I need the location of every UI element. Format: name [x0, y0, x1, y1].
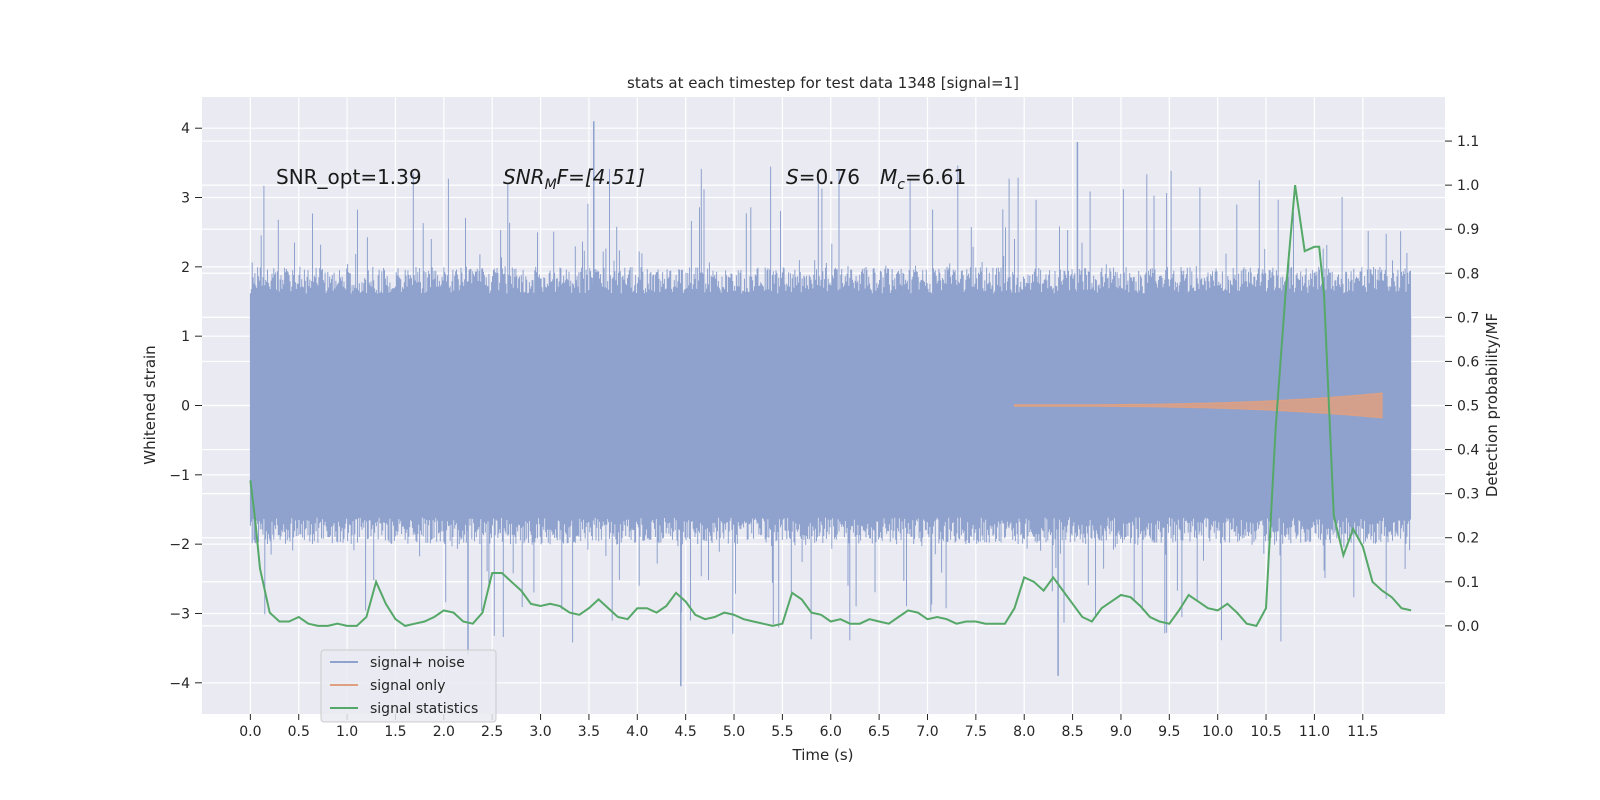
y-right-tick-label-4: 0.4 [1457, 443, 1479, 459]
x-tick-label-8: 4.0 [626, 724, 648, 740]
y-left-axis-label: Whitened strain [141, 345, 159, 464]
annotation-snr-mf: SNRMF=[4.51] [503, 165, 645, 193]
y-left-tick-label-5: 1 [181, 329, 190, 345]
y-right-tick-label-11: 1.1 [1457, 134, 1479, 150]
statistics-line [249, 184, 1412, 628]
legend: signal+ noise signal only signal statist… [320, 649, 497, 723]
x-axis-label: Time (s) [792, 746, 854, 764]
x-tick-label-11: 5.5 [771, 724, 793, 740]
y-right-tick-label-10: 1.0 [1457, 178, 1479, 194]
y-right-tick-label-2: 0.2 [1457, 531, 1479, 547]
y-left-tick-label-3: −1 [169, 468, 190, 484]
x-tick-label-18: 9.0 [1110, 724, 1132, 740]
annotation-mc: Mc=6.61 [880, 165, 966, 193]
x-tick-label-14: 7.0 [916, 724, 938, 740]
x-tick-label-17: 8.5 [1061, 724, 1083, 740]
x-tick-label-13: 6.5 [868, 724, 890, 740]
y-left-tick-label-8: 4 [181, 121, 190, 137]
y-left-tick-label-2: −2 [169, 537, 190, 553]
x-tick-label-20: 10.0 [1202, 724, 1233, 740]
s-main: S [786, 165, 799, 189]
annotation-s: S=0.76 [786, 165, 860, 189]
legend-box [320, 649, 497, 723]
y-right-tick-label-5: 0.5 [1457, 399, 1479, 415]
y-right-tick-label-6: 0.6 [1457, 354, 1479, 370]
x-tick-label-15: 7.5 [965, 724, 987, 740]
snr-mf-main: SNR [503, 165, 545, 189]
legend-label-signal-statistics: signal statistics [370, 701, 478, 717]
mc-rest: =6.61 [905, 165, 966, 189]
y-left-tick-label-1: −3 [169, 606, 190, 622]
mc-main: M [880, 165, 897, 189]
y-right-tick-label-3: 0.3 [1457, 487, 1479, 503]
y-right-axis-label: Detection probability/MF [1483, 313, 1501, 497]
y-right-tick-label-8: 0.8 [1457, 266, 1479, 282]
x-tick-label-4: 2.0 [433, 724, 455, 740]
snr-mf-rest: F=[4.51] [557, 165, 645, 189]
x-tick-label-1: 0.5 [288, 724, 310, 740]
y-right-tick-label-1: 0.1 [1457, 575, 1479, 591]
y-left-tick-label-6: 2 [181, 260, 190, 276]
snr-mf-sub: M [545, 177, 557, 193]
x-tick-label-10: 5.0 [723, 724, 745, 740]
x-tick-label-12: 6.0 [820, 724, 842, 740]
x-tick-label-2: 1.0 [336, 724, 358, 740]
y-left-tick-label-7: 3 [181, 191, 190, 207]
x-tick-label-21: 10.5 [1250, 724, 1281, 740]
x-tick-label-16: 8.0 [1013, 724, 1035, 740]
mc-sub: c [897, 177, 905, 193]
x-tick-label-23: 11.5 [1347, 724, 1378, 740]
annotation-snr-opt: SNR_opt=1.39 [276, 165, 422, 189]
signal-only-trace [1014, 392, 1383, 419]
x-tick-label-22: 11.0 [1299, 724, 1330, 740]
legend-label-signal-only: signal only [370, 678, 445, 694]
y-right-tick-label-0: 0.0 [1457, 619, 1479, 635]
chart-title: stats at each timestep for test data 134… [627, 74, 1019, 92]
signal-only-series [1014, 392, 1383, 419]
s-rest: =0.76 [799, 165, 860, 189]
x-tick-label-7: 3.5 [578, 724, 600, 740]
x-tick-label-19: 9.5 [1158, 724, 1180, 740]
x-tick-label-5: 2.5 [481, 724, 503, 740]
legend-label-signal-noise: signal+ noise [370, 655, 465, 671]
x-axis-ticks: 0.0 0.5 1.0 1.5 2.0 2.5 3.0 3.5 4.0 4.5 5.0 5.5 6.0 6… [239, 714, 1378, 740]
signal-statistics-series [249, 184, 1412, 628]
x-tick-label-3: 1.5 [384, 724, 406, 740]
y-right-tick-label-9: 0.9 [1457, 222, 1479, 238]
y-left-tick-label-4: 0 [181, 399, 190, 415]
x-tick-label-6: 3.0 [529, 724, 551, 740]
x-tick-label-9: 4.5 [675, 724, 697, 740]
x-tick-label-0: 0.0 [239, 724, 261, 740]
y-right-tick-label-7: 0.7 [1457, 310, 1479, 326]
y-left-tick-label-0: −4 [169, 676, 190, 692]
y-left-axis-ticks: −4 −3 −2 −1 0 1 2 3 4 [169, 121, 202, 692]
y-right-axis-ticks: 0.0 0.1 0.2 0.3 0.4 0.5 0.6 0.7 0.8 0.9 1.0 1.1 [1445, 134, 1479, 635]
